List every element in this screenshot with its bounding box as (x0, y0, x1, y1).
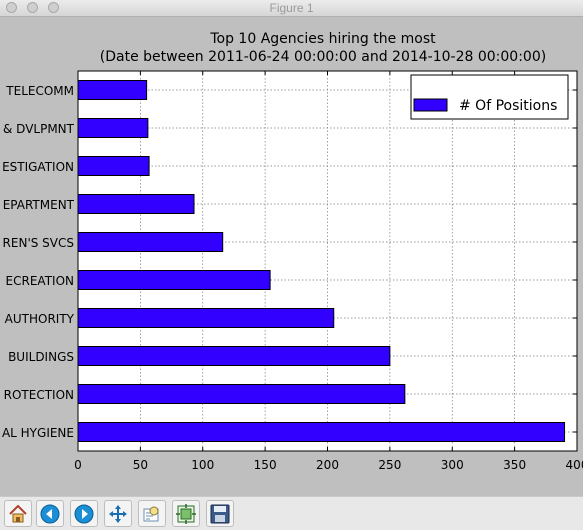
minimize-window-button[interactable] (27, 2, 38, 13)
zoom-window-button[interactable] (48, 2, 59, 13)
save-button[interactable] (206, 500, 234, 527)
bar-chart: Top 10 Agencies hiring the most (Date be… (2, 31, 583, 472)
bar (77, 422, 566, 442)
home-button[interactable] (4, 500, 32, 527)
y-tick-label: BUILDINGS (8, 350, 74, 364)
y-tick-labels: AL HYGIENE ROTECTION BUILDINGS AUTHORITY EC… (2, 84, 75, 440)
close-window-button[interactable] (6, 2, 17, 13)
legend: # Of Positions (410, 74, 569, 120)
forward-arrow-icon (74, 504, 94, 524)
y-tick-label: REN'S SVCS (3, 236, 74, 250)
subplots-button[interactable] (172, 500, 200, 527)
bars (77, 80, 566, 442)
y-tick-label: AL HYGIENE (2, 426, 74, 440)
window-titlebar: Figure 1 (0, 0, 583, 17)
x-tick-label: 250 (378, 458, 401, 472)
move-icon (109, 505, 127, 523)
bar (77, 194, 195, 214)
legend-label: # Of Positions (459, 98, 557, 114)
bar (77, 308, 335, 328)
back-arrow-icon (40, 504, 60, 524)
zoom-rect-icon (143, 506, 159, 522)
y-tick-label: ESTIGATION (2, 160, 74, 174)
x-tick-labels: 0 50 100 150 200 250 300 350 400 (74, 458, 583, 472)
x-tick-label: 50 (133, 458, 148, 472)
bar (77, 156, 150, 176)
x-tick-label: 100 (191, 458, 214, 472)
bar (77, 118, 149, 138)
matplotlib-toolbar (0, 496, 583, 530)
bar (77, 80, 148, 100)
y-tick-label: AUTHORITY (5, 312, 75, 326)
x-tick-label: 0 (74, 458, 82, 472)
bar (77, 346, 391, 366)
window-title: Figure 1 (269, 1, 314, 15)
chart-subtitle: (Date between 2011-06-24 00:00:00 and 20… (100, 49, 546, 65)
bar (77, 232, 224, 252)
pan-button[interactable] (104, 500, 132, 527)
y-tick-label: ROTECTION (4, 388, 74, 402)
y-tick-label: TELECOMM (5, 84, 74, 98)
y-tick-label: & DVLPMNT (3, 122, 75, 136)
back-button[interactable] (36, 500, 64, 527)
x-tick-label: 200 (316, 458, 339, 472)
figure-canvas: Top 10 Agencies hiring the most (Date be… (0, 17, 583, 496)
forward-button[interactable] (70, 500, 98, 527)
bar (77, 270, 271, 290)
home-icon (9, 504, 27, 523)
save-icon (210, 504, 230, 524)
x-tick-label: 400 (566, 458, 583, 472)
legend-swatch (413, 98, 448, 112)
subplots-icon (176, 504, 196, 524)
x-tick-label: 150 (254, 458, 277, 472)
chart-title: Top 10 Agencies hiring the most (209, 31, 436, 47)
x-tick-label: 350 (503, 458, 526, 472)
legend-box (410, 74, 569, 120)
y-tick-label: EPARTMENT (3, 198, 75, 212)
x-tick-label: 300 (441, 458, 464, 472)
bar (77, 384, 406, 404)
zoom-button[interactable] (138, 500, 166, 527)
y-tick-label: ECREATION (6, 274, 74, 288)
